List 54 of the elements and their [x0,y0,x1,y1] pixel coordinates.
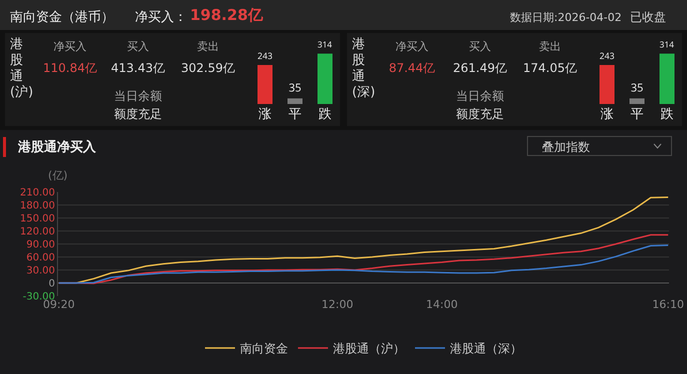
text: 叠加指数 [542,139,590,156]
legend-label: 南向资金 [240,342,288,356]
x-tick-label: 平 [288,104,302,122]
x-tick-label: 跌 [318,104,332,122]
text: 额度充足 [114,106,162,123]
text: 302.59亿 [181,60,235,77]
data-label: 314 [318,40,332,51]
text: 174.05亿 [523,60,577,77]
text: 买入 [127,39,149,54]
data-label: 35 [288,80,302,96]
x-tick-label: 12:00 [322,298,354,311]
text: 当日余额 [114,88,162,105]
text: 卖出 [539,39,561,54]
text: 买入 [469,39,491,54]
x-tick-label: 平 [630,104,644,122]
x-tick-label: 09:20 [43,298,75,311]
y-tick-label: 30.00 [26,266,55,276]
line-series [58,244,669,284]
text: 净买入 [54,39,86,54]
data-label: 314 [660,40,674,51]
text: 净买入 [396,39,428,54]
y-tick-label: 60.00 [26,252,55,264]
chart-title: 港股通净买入 [18,138,96,156]
text: 数据日期:2026-04-02 [510,10,622,25]
legend-label: 港股通（沪） [333,342,405,356]
y-tick-label: 180.00 [20,200,55,212]
data-label: 243 [600,50,614,62]
x-tick-label: 涨 [258,104,272,122]
text: 413.43亿 [111,60,165,77]
x-tick-label: 16:10 [652,298,684,311]
y-tick-label: 210.00 [20,188,55,198]
text: 卖出 [197,39,219,54]
y-tick-label: 90.00 [26,240,55,250]
text: 额度充足 [456,106,504,123]
y-tick-label: 0 [48,278,55,290]
y-tick-label: 150.00 [20,214,55,224]
text: 净买入： [135,9,187,26]
x-tick-label: 跌 [660,104,674,122]
data-label: 243 [258,50,272,62]
data-label: 35 [630,80,644,96]
text: 当日余额 [456,88,504,105]
text: 已收盘 [630,9,666,26]
x-tick-label: 14:00 [426,298,458,311]
text: 110.84亿 [43,60,97,77]
x-tick-label: 涨 [600,104,614,122]
text: 198.28亿 [190,6,263,25]
legend-label: 港股通（深） [450,342,522,356]
text: 港股通(沪) [10,37,34,101]
text: 南向资金（港币） [10,9,114,26]
y-axis-title: (亿) [48,169,68,182]
text: 87.44亿 [388,60,436,77]
text: 港股通(深) [352,37,376,101]
y-tick-label: 120.00 [20,226,55,238]
text: 261.49亿 [453,60,507,77]
